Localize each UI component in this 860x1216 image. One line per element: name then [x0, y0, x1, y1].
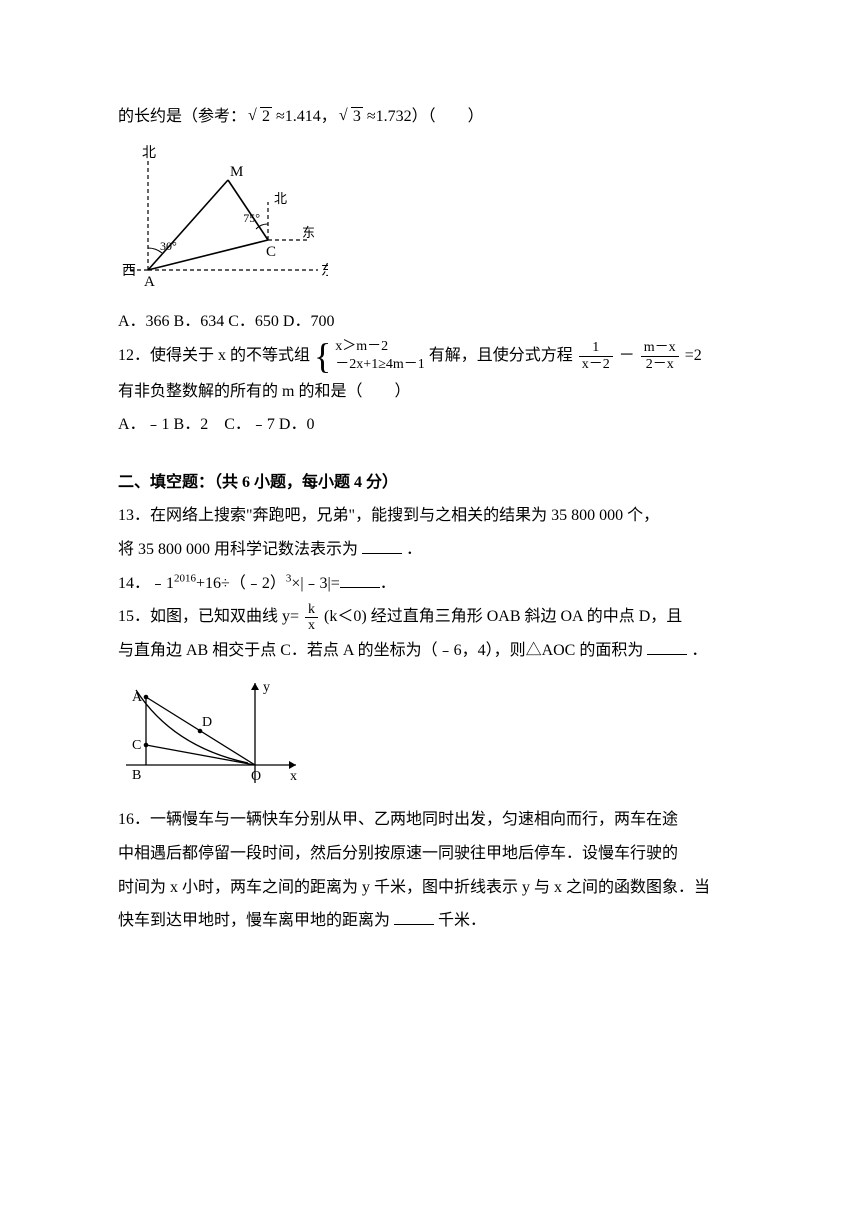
q11-choices: A．366 B．634 C．650 D．700: [118, 305, 742, 339]
q11-header: 的长约是（参考： 2 ≈1.414， 3 ≈1.732）（ ）: [118, 100, 742, 134]
brace-icon: {: [314, 340, 331, 372]
q12-frac2: m－x 2－x: [641, 340, 679, 372]
section2-title: 二、填空题：（共 6 小题，每小题 4 分）: [118, 466, 742, 500]
q16-l1: 16．一辆慢车与一辆快车分别从甲、乙两地同时出发，匀速相向而行，两车在途: [118, 803, 742, 837]
q12-frac1: 1 x－2: [579, 340, 613, 372]
q16-l4a: 快车到达甲地时，慢车离甲地的距离为: [118, 912, 390, 929]
q15-l1: 15．如图，已知双曲线 y= k x (k＜0) 经过直角三角形 OAB 斜边 …: [118, 600, 742, 634]
q12-mid: 有解，且使分式方程: [429, 347, 573, 364]
svg-text:30°: 30°: [160, 239, 177, 253]
q12-choices: A．﹣1 B．2 C．﹣7 D．0: [118, 408, 742, 442]
svg-text:东: 东: [302, 225, 315, 240]
q16-l4b: 千米．: [438, 912, 486, 929]
sqrt3: 3: [341, 100, 363, 134]
q14-blank: [340, 572, 380, 588]
q11-header-pre: 的长约是（参考：: [118, 108, 246, 125]
q14-post: ．: [380, 575, 396, 592]
q15-after: 经过直角三角形 OAB 斜边 OA 的中点 D，且: [371, 608, 683, 625]
svg-text:西: 西: [122, 264, 136, 279]
svg-text:A: A: [144, 274, 155, 290]
q15-pre: 15．如图，已知双曲线 y=: [118, 608, 299, 625]
q12-line1: 12．使得关于 x 的不等式组 { x＞m－2 －2x+1≥4m－1 有解，且使…: [118, 338, 742, 374]
q12-line2: 有非负整数解的所有的 m 的和是（ ）: [118, 375, 742, 409]
q14: 14．﹣12016+16÷（﹣2）3×|﹣3|=．: [118, 567, 742, 601]
svg-text:y: y: [263, 680, 270, 695]
sqrt2: 2: [250, 100, 272, 134]
q15-figure: A BC D Ox y: [118, 675, 742, 795]
q16-blank: [394, 909, 434, 925]
q11-approx1: ≈1.414，: [276, 108, 337, 125]
q16-l3: 时间为 x 小时，两车之间的距离为 y 千米，图中折线表示 y 与 x 之间的函…: [118, 871, 742, 905]
q15-frac: k x: [305, 602, 318, 634]
q13-blank: [362, 538, 402, 554]
q15-l2a: 与直角边 AB 相交于点 C．若点 A 的坐标为（﹣6，4），则△AOC 的面积…: [118, 642, 643, 659]
q14-mid2: ×|﹣3|=: [291, 575, 339, 592]
q16-l4: 快车到达甲地时，慢车离甲地的距离为 千米．: [118, 904, 742, 938]
q14-sup1: 2016: [174, 572, 196, 584]
q14-pre: 14．﹣1: [118, 575, 174, 592]
q15-l2b: ．: [691, 642, 707, 659]
q12-inequalities: x＞m－2 －2x+1≥4m－1: [335, 338, 424, 374]
q13-l2b: ．: [406, 541, 422, 558]
q12-minus: －: [619, 347, 635, 364]
svg-text:B: B: [132, 768, 141, 783]
q13-l2a: 将 35 800 000 用科学记数法表示为: [118, 541, 358, 558]
svg-text:D: D: [202, 715, 212, 730]
q15-blank: [647, 639, 687, 655]
q16-l2: 中相遇后都停留一段时间，然后分别按原速一同驶往甲地后停车．设慢车行驶的: [118, 837, 742, 871]
q12-eq2: =2: [685, 347, 702, 364]
q12-prefix: 12．使得关于 x 的不等式组: [118, 347, 310, 364]
q13-l2: 将 35 800 000 用科学记数法表示为 ．: [118, 533, 742, 567]
q15-l2: 与直角边 AB 相交于点 C．若点 A 的坐标为（﹣6，4），则△AOC 的面积…: [118, 634, 742, 668]
q15-paren: (k＜0): [324, 608, 367, 625]
svg-text:A: A: [132, 690, 143, 705]
svg-text:M: M: [230, 164, 243, 180]
q11-figure: 北北东东西MCA30°75°: [118, 142, 742, 297]
q11-approx2: ≈1.732）（ ）: [367, 108, 484, 125]
svg-text:75°: 75°: [243, 211, 260, 225]
q13-l1: 13．在网络上搜索"奔跑吧，兄弟"，能搜到与之相关的结果为 35 800 000…: [118, 499, 742, 533]
svg-text:C: C: [132, 738, 141, 753]
svg-text:东: 东: [321, 263, 328, 279]
svg-text:北: 北: [274, 191, 287, 206]
svg-text:O: O: [251, 769, 261, 784]
svg-text:C: C: [266, 244, 276, 260]
svg-text:x: x: [290, 769, 297, 784]
svg-text:北: 北: [142, 145, 156, 161]
q14-mid1: +16÷（﹣2）: [196, 575, 286, 592]
